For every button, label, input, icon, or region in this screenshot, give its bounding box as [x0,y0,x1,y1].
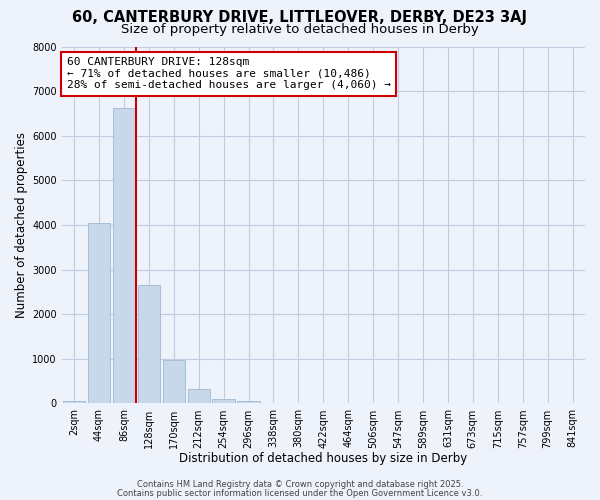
Text: Contains public sector information licensed under the Open Government Licence v3: Contains public sector information licen… [118,488,482,498]
Text: Size of property relative to detached houses in Derby: Size of property relative to detached ho… [121,22,479,36]
Y-axis label: Number of detached properties: Number of detached properties [15,132,28,318]
Bar [137,285,160,404]
Bar [163,360,185,404]
Bar [113,108,135,404]
Text: Contains HM Land Registry data © Crown copyright and database right 2025.: Contains HM Land Registry data © Crown c… [137,480,463,489]
X-axis label: Distribution of detached houses by size in Derby: Distribution of detached houses by size … [179,452,467,465]
Text: 60 CANTERBURY DRIVE: 128sqm
← 71% of detached houses are smaller (10,486)
28% of: 60 CANTERBURY DRIVE: 128sqm ← 71% of det… [67,57,391,90]
Bar [88,223,110,404]
Text: 60, CANTERBURY DRIVE, LITTLEOVER, DERBY, DE23 3AJ: 60, CANTERBURY DRIVE, LITTLEOVER, DERBY,… [73,10,527,25]
Bar [212,398,235,404]
Bar [238,401,260,404]
Bar [188,388,210,404]
Bar [63,401,85,404]
